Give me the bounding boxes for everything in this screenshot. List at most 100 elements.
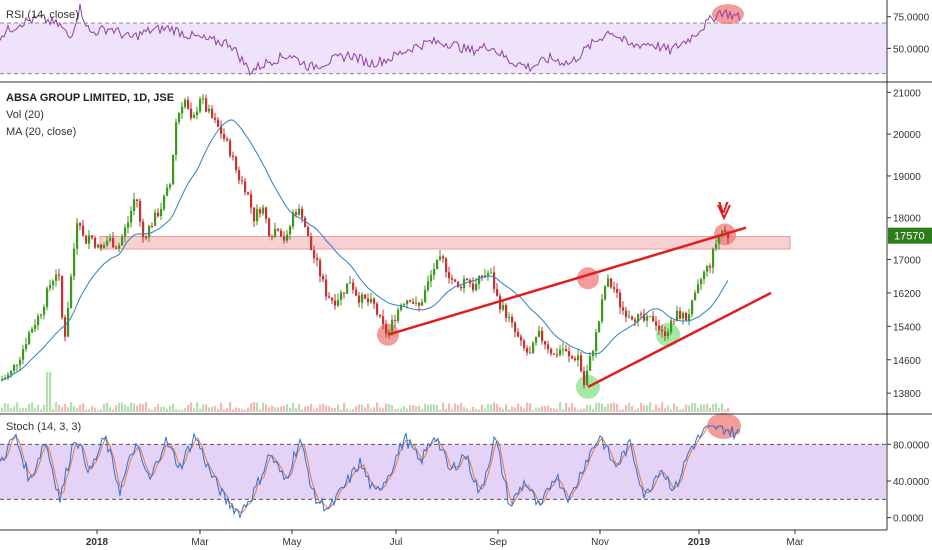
candle-body <box>190 108 193 118</box>
volume-bar <box>535 407 538 412</box>
volume-bar <box>679 409 682 412</box>
candle-body <box>88 235 91 244</box>
volume-bar <box>247 407 250 412</box>
candle-body <box>358 295 361 303</box>
volume-bar <box>73 406 76 412</box>
volume-bar <box>232 409 235 412</box>
volume-bar <box>130 402 133 412</box>
candle-body <box>301 208 304 218</box>
candle-body <box>658 325 661 331</box>
volume-bar <box>604 406 607 412</box>
candle-body <box>316 258 319 261</box>
candle-body <box>55 274 58 281</box>
candle-body <box>262 207 265 214</box>
candle-body <box>688 314 691 321</box>
candle-body <box>382 316 385 325</box>
candle-body <box>499 295 502 310</box>
volume-bar <box>622 409 625 412</box>
candle-body <box>118 245 121 249</box>
candle-body <box>199 98 202 112</box>
candle-body <box>94 237 97 248</box>
volume-bar <box>694 403 697 412</box>
volume-bar <box>34 408 37 412</box>
volume-bar <box>502 408 505 412</box>
candle-body <box>250 194 253 208</box>
candle-body <box>355 289 358 296</box>
candle-body <box>442 256 445 259</box>
candle-body <box>19 359 22 365</box>
candle-body <box>706 265 709 272</box>
volume-bar <box>319 404 322 412</box>
volume-bar <box>67 407 70 412</box>
candle-body <box>169 184 172 188</box>
candle-body <box>667 332 670 337</box>
volume-bar <box>286 404 289 412</box>
candle-body <box>229 140 232 156</box>
volume-bar <box>511 406 514 412</box>
candle-body <box>655 321 658 326</box>
candle-body <box>100 244 103 249</box>
candle-body <box>613 287 616 289</box>
ma-label: MA (20, close) <box>6 126 77 138</box>
candle-body <box>136 199 139 201</box>
volume-bar <box>196 402 199 412</box>
volume-bar <box>559 402 562 412</box>
candle-body <box>298 208 301 215</box>
candle-body <box>184 99 187 107</box>
candle-body <box>487 272 490 276</box>
candle-body <box>214 117 217 120</box>
volume-bar <box>292 403 295 412</box>
volume-bar <box>448 403 451 412</box>
volume-bar <box>373 407 376 412</box>
volume-bar <box>445 408 448 412</box>
volume-bar <box>205 404 208 412</box>
volume-bar <box>541 406 544 412</box>
volume-bar <box>79 404 82 412</box>
candle-body <box>640 313 643 315</box>
volume-bar <box>226 408 229 412</box>
time-tick-label: Nov <box>591 537 609 548</box>
candle-body <box>520 336 523 341</box>
candle-body <box>670 320 673 333</box>
candle-body <box>610 278 613 288</box>
volume-bar <box>190 402 193 412</box>
candle-body <box>580 355 583 372</box>
candle-body <box>259 209 262 214</box>
candle-body <box>280 230 283 237</box>
candle-body <box>697 284 700 293</box>
candle-body <box>103 245 106 249</box>
volume-bar <box>52 408 55 412</box>
time-tick-label: Sep <box>489 537 507 548</box>
candle-body <box>445 258 448 273</box>
volume-bar <box>427 404 430 412</box>
volume-bar <box>442 402 445 412</box>
candle-body <box>307 227 310 237</box>
volume-bar <box>499 407 502 412</box>
volume-bar <box>406 408 409 412</box>
volume-bar <box>202 404 205 412</box>
candle-body <box>694 292 697 301</box>
volume-bar <box>97 409 100 412</box>
volume-bar <box>184 408 187 412</box>
volume-bar <box>88 408 91 412</box>
volume-bar <box>571 403 574 412</box>
candle-body <box>349 282 352 284</box>
volume-bar <box>343 403 346 412</box>
volume-bar <box>265 404 268 412</box>
volume-bar <box>691 402 694 412</box>
candle-body <box>601 299 604 322</box>
volume-bar <box>256 402 259 412</box>
volume-bar <box>421 409 424 412</box>
volume-bar <box>283 405 286 412</box>
candle-body <box>457 281 460 287</box>
candle-body <box>82 225 85 236</box>
volume-bar <box>58 404 61 412</box>
candle-body <box>112 237 115 248</box>
candle-body <box>622 307 625 311</box>
volume-bar <box>4 402 7 412</box>
stoch-label: Stoch (14, 3, 3) <box>6 421 82 433</box>
volume-bar <box>118 402 121 412</box>
candle-body <box>145 237 148 239</box>
volume-bar <box>295 408 298 412</box>
